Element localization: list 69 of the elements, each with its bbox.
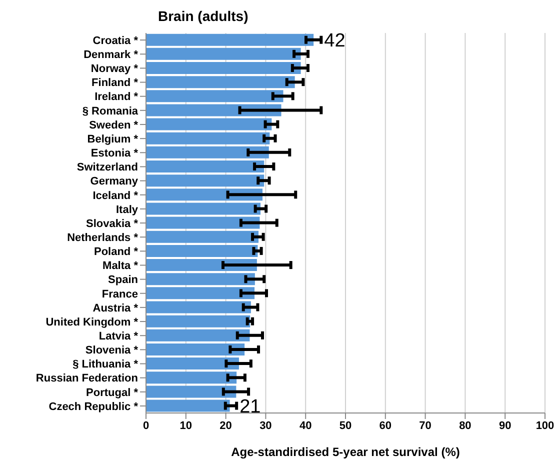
y-tick-label: Italy	[116, 204, 139, 216]
x-tick-label: 50	[339, 420, 352, 432]
y-tick-label: Germany	[90, 176, 139, 188]
bar	[146, 301, 251, 314]
y-tick-label: Norway *	[90, 63, 139, 76]
y-tick-label: Estonia *	[90, 148, 139, 160]
y-tick-label: Switzerland	[76, 162, 138, 174]
bar	[146, 244, 258, 257]
bar	[146, 343, 245, 356]
x-tick-label: 90	[498, 420, 512, 432]
y-tick-label: Slovakia *	[86, 218, 139, 230]
x-axis-title: Age-standirdised 5-year net survival (%)	[231, 445, 460, 459]
y-tick-label: § Lithuania *	[72, 358, 139, 371]
y-tick-label: Latvia *	[98, 330, 139, 342]
bar	[146, 329, 250, 342]
y-tick-label: Denmark *	[84, 49, 139, 62]
x-tick-label: 100	[536, 420, 554, 432]
x-tick-label: 70	[419, 420, 432, 432]
bar	[146, 34, 314, 46]
y-tick-label: Malta *	[102, 260, 139, 272]
y-tick-label: United Kingdom *	[46, 316, 139, 328]
y-tick-label: Czech Republic *	[48, 400, 139, 413]
bar	[146, 259, 257, 272]
bar	[146, 104, 282, 116]
y-tick-label: Ireland *	[94, 91, 139, 104]
bar	[146, 48, 301, 60]
chart-title: Brain (adults)	[158, 8, 248, 24]
bar	[146, 202, 261, 215]
bar	[146, 216, 260, 229]
data-label: 21	[240, 396, 261, 418]
bar	[146, 146, 269, 158]
y-tick-label: Netherlands *	[67, 232, 139, 244]
y-tick-label: Sweden *	[89, 119, 139, 132]
y-tick-label: Croatia *	[92, 34, 139, 47]
bar	[146, 132, 270, 144]
x-tick-label: 60	[379, 420, 392, 432]
y-tick-label: Slovenia *	[85, 344, 139, 357]
x-tick-label: 20	[220, 420, 232, 432]
bar	[146, 76, 295, 88]
y-tick-label: Portugal *	[86, 386, 139, 399]
bar	[146, 62, 301, 74]
y-tick-label: Finland *	[92, 77, 139, 90]
bar	[146, 160, 264, 173]
x-tick-label: 40	[299, 420, 312, 432]
data-label: 42	[324, 30, 346, 52]
y-tick-label: § Romania	[82, 105, 139, 118]
bar	[146, 273, 255, 286]
y-tick-label: Austria *	[92, 302, 139, 314]
bar	[146, 188, 263, 201]
bar	[146, 118, 272, 130]
y-tick-label: Russian Federation	[36, 372, 138, 385]
y-tick-label: Spain	[108, 274, 138, 286]
bar	[146, 90, 284, 102]
bar	[146, 230, 259, 243]
bar	[146, 174, 264, 187]
bar	[146, 287, 255, 300]
x-tick-label: 10	[180, 420, 192, 432]
bar	[146, 400, 230, 412]
bar	[146, 372, 237, 384]
x-tick-label: 0	[142, 420, 150, 432]
y-tick-label: Belgium *	[87, 133, 139, 146]
y-tick-label: Poland *	[94, 246, 139, 258]
y-tick-label: Iceland *	[92, 190, 139, 202]
bar	[146, 386, 236, 398]
x-tick-label: 80	[459, 420, 472, 432]
bar	[146, 358, 239, 370]
x-tick-label: 30	[260, 420, 272, 432]
bar	[146, 315, 250, 328]
y-tick-label: France	[102, 288, 138, 300]
